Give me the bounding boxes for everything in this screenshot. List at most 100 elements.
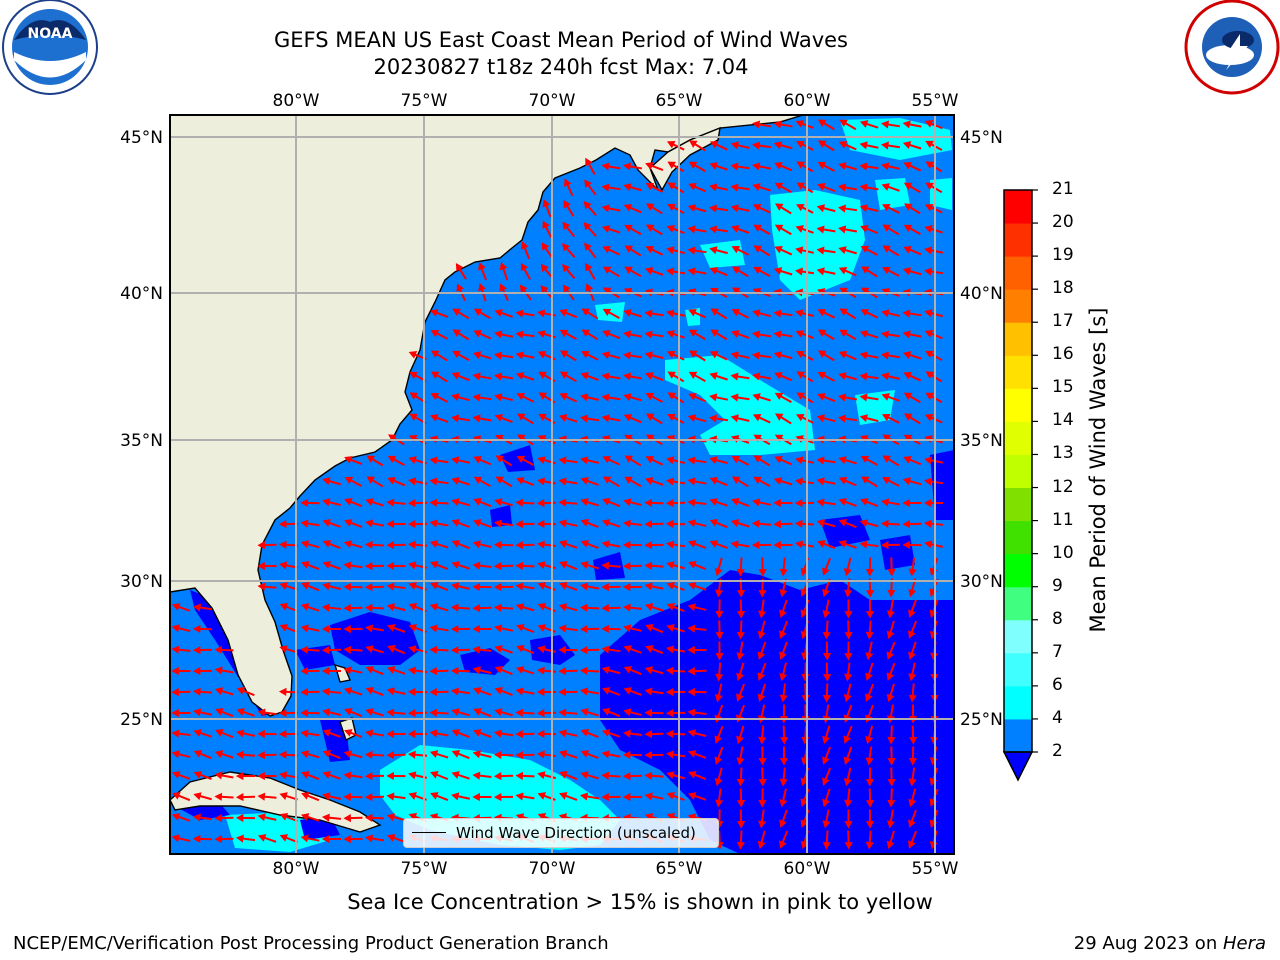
arrow-head: [408, 351, 418, 359]
chart-subtitle: 20230827 t18z 240h fcst Max: 7.04: [373, 55, 749, 79]
arrow-head: [322, 771, 331, 779]
arrow-head: [536, 750, 545, 759]
arrow-head: [301, 771, 310, 779]
arrow-head: [494, 330, 503, 339]
arrow-head: [860, 435, 869, 443]
arrow-head: [537, 477, 546, 486]
arrow-head: [386, 498, 395, 507]
arrow-head: [644, 309, 653, 318]
arrow-head: [515, 729, 523, 739]
arrow-head: [279, 561, 288, 570]
arrow-head: [558, 498, 567, 507]
arrow-head: [773, 267, 783, 275]
arrow-head: [687, 225, 696, 234]
arrow-head: [752, 183, 761, 191]
arrow-head: [365, 498, 374, 506]
arrow-head: [516, 413, 526, 421]
arrow-head: [903, 246, 912, 254]
arrow-head: [581, 329, 590, 337]
arrow-head: [881, 393, 890, 401]
arrow-head: [800, 777, 809, 787]
arrow-head: [881, 351, 890, 360]
arrow-head: [644, 792, 653, 801]
arrow-head: [902, 309, 911, 318]
lon-label-bottom: 80°W: [273, 859, 320, 879]
arrow-head: [666, 582, 676, 590]
arrow-head: [451, 540, 461, 548]
arrow-head: [300, 688, 309, 697]
arrow-head: [736, 800, 746, 808]
arrow-head: [214, 687, 224, 696]
arrow-head: [623, 708, 632, 717]
arrow-head: [364, 793, 373, 802]
arrow-head: [343, 771, 352, 780]
arrow-head: [929, 609, 938, 618]
arrow-head: [903, 434, 913, 443]
colorbar-segment: [1004, 487, 1032, 522]
arrow-head: [214, 813, 222, 823]
arrow-head: [193, 750, 203, 758]
arrow-head: [816, 456, 825, 465]
arrow-head: [794, 498, 803, 508]
arrow-head: [344, 498, 353, 506]
arrow-head: [584, 242, 592, 251]
arrow-head: [515, 603, 525, 612]
arrow-head: [818, 140, 827, 148]
arrow-head: [886, 610, 895, 619]
colorbar-tick-label: 2: [1052, 741, 1063, 761]
arrow-head: [472, 414, 481, 423]
arrow-head: [322, 561, 331, 569]
arrow-head: [601, 666, 611, 675]
arrow-head: [580, 477, 589, 485]
arrow-head: [516, 477, 525, 485]
arrow-head: [495, 434, 504, 443]
arrow-head: [902, 520, 911, 529]
arrow-head: [925, 392, 934, 400]
arrow-head: [515, 687, 524, 696]
arrow-head: [171, 688, 180, 697]
arrow-head: [321, 666, 330, 676]
arrow-head: [519, 284, 528, 293]
arrow-head: [602, 498, 611, 506]
arrow-head: [601, 204, 610, 213]
graticule: [170, 115, 954, 854]
arrow-head: [408, 561, 417, 570]
arrow-head: [236, 687, 246, 695]
lat-label-right: 35°N: [960, 431, 1003, 451]
arrow-head: [579, 624, 588, 634]
arrow-head: [473, 519, 482, 527]
arrow-head: [430, 414, 439, 422]
arrow-head: [796, 182, 805, 190]
arrow-head: [881, 141, 890, 150]
arrow-head: [495, 455, 504, 463]
arrow-head: [644, 687, 653, 696]
lon-label-bottom: 65°W: [656, 859, 703, 879]
arrow-head: [559, 392, 568, 401]
arrow-head: [409, 371, 418, 380]
arrow-head: [774, 182, 784, 191]
arrow-head: [859, 540, 868, 549]
arrow-head: [559, 561, 568, 569]
colorbar-tick-label: 15: [1052, 377, 1074, 398]
arrow-head: [902, 477, 912, 486]
arrow-head: [344, 519, 353, 527]
arrow-head: [666, 350, 676, 359]
arrow-head: [881, 309, 890, 318]
arrow-head: [429, 519, 438, 528]
arrow-head: [925, 182, 934, 190]
arrow-head: [736, 757, 745, 766]
arrow-head: [887, 589, 896, 598]
arrow-head: [622, 582, 631, 592]
arrow-head: [730, 183, 739, 192]
arrow-head: [645, 372, 654, 380]
arrow-head: [779, 651, 787, 660]
arrow-head: [865, 611, 875, 619]
arrow-head: [601, 519, 611, 527]
arrow-head: [758, 800, 767, 808]
arrow-head: [584, 179, 592, 188]
arrow-head: [537, 582, 546, 590]
arrow-head: [710, 287, 719, 296]
arrow-head: [601, 645, 610, 654]
arrow-head: [715, 673, 724, 682]
arrow-head: [859, 414, 869, 423]
